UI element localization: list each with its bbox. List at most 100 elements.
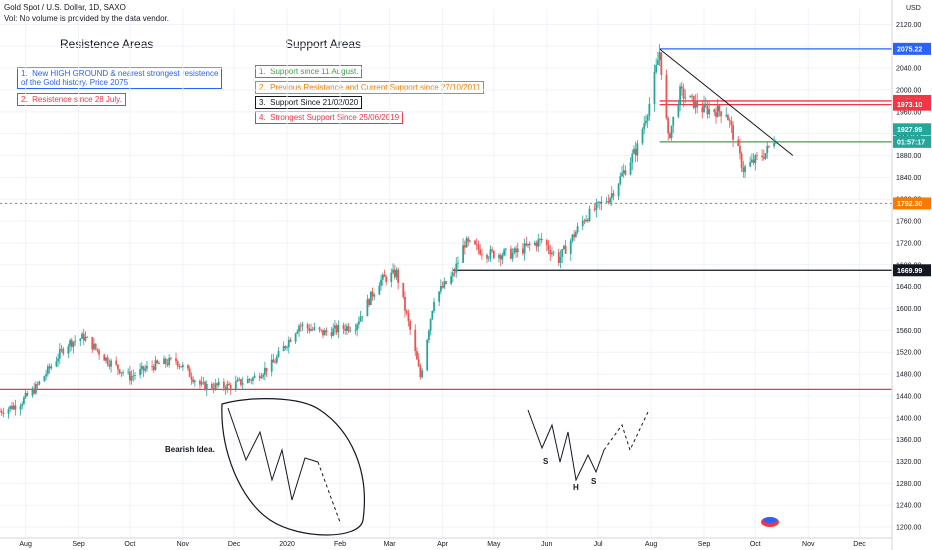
candle-body	[93, 343, 95, 350]
candle-body	[443, 281, 446, 288]
support-note-2[interactable]: 2. Previous Resistance and Current Suppo…	[255, 81, 485, 94]
candle-body	[349, 330, 352, 332]
candle-body	[694, 100, 697, 108]
resistance-note-2[interactable]: 2. Resistence since 28 July.	[17, 93, 126, 106]
candle-body	[393, 269, 396, 278]
candle-body	[253, 375, 256, 378]
time-tick-label: Apr	[437, 541, 449, 548]
price-tag-label: 01:57:17	[897, 139, 925, 146]
candle-body	[130, 375, 133, 381]
candle-body	[36, 384, 39, 385]
candle-body	[655, 64, 658, 72]
candle-body	[334, 325, 336, 329]
candle-body	[716, 105, 719, 117]
candle-body	[610, 193, 613, 199]
candle-body	[489, 249, 492, 259]
candle-body	[181, 364, 184, 368]
candle-body	[600, 201, 603, 204]
candle-body	[308, 328, 311, 331]
candle-body	[306, 324, 309, 329]
candle-body	[704, 103, 707, 107]
candle-body	[670, 125, 673, 138]
candle-body	[19, 406, 22, 410]
time-tick-label: Aug	[645, 541, 658, 548]
candle-body	[217, 381, 220, 386]
price-tag-label: 2075.22	[897, 46, 922, 53]
candle-body	[535, 242, 538, 247]
bearish-idea-label: Bearish Idea.	[165, 445, 215, 454]
bearish-idea-outline	[221, 398, 365, 536]
candle-body	[445, 281, 447, 284]
candle-body	[199, 380, 201, 385]
candle-body	[298, 325, 300, 332]
candle-body	[354, 330, 357, 331]
candle-body	[539, 238, 541, 240]
candle-body	[313, 327, 316, 330]
candle-body	[193, 380, 196, 383]
candle-body	[428, 330, 430, 340]
candle-body	[486, 254, 488, 259]
candle-body	[727, 115, 729, 121]
time-tick-label: Oct	[750, 541, 761, 548]
candle-body	[275, 356, 278, 363]
candle-body	[248, 378, 251, 380]
candle-body	[414, 329, 417, 352]
candle-body	[622, 170, 625, 174]
candle-body	[439, 285, 442, 292]
candle-body	[715, 112, 717, 117]
candle-body	[720, 111, 723, 117]
time-tick-label: Jul	[594, 541, 603, 548]
candle-body	[258, 375, 261, 379]
candle-body	[405, 310, 408, 314]
candle-body	[347, 326, 350, 331]
candle-body	[23, 397, 25, 404]
candle-body	[187, 364, 189, 369]
price-tick-label: 2040.00	[896, 66, 921, 73]
candle-body	[739, 146, 741, 154]
candle-body	[238, 379, 241, 380]
candle-body	[477, 244, 480, 250]
candle-body	[371, 291, 374, 297]
candle-body	[26, 393, 29, 396]
candle-body	[380, 279, 382, 286]
pattern-label-right-shoulder: S	[591, 477, 597, 486]
candle-body	[81, 333, 83, 339]
candle-body	[330, 332, 333, 336]
time-axis: Aug Sep Oct Nov Dec 2020 Feb Mar Apr May Jun Jul Aug…	[0, 537, 892, 548]
candle-body	[289, 339, 292, 342]
candle-body	[378, 285, 381, 295]
candle-body	[381, 274, 384, 280]
candle-body	[12, 405, 15, 410]
candle-body	[583, 220, 586, 222]
candle-body	[429, 319, 432, 331]
resistance-note-1[interactable]: 1. New HIGH GROUND & nearest strongest r…	[17, 67, 223, 89]
candle-body	[728, 120, 731, 122]
candle-body	[356, 324, 359, 331]
candle-body	[668, 133, 671, 138]
candle-body	[151, 365, 153, 367]
candle-body	[294, 333, 297, 342]
candle-body	[641, 129, 644, 144]
candle-body	[229, 385, 232, 389]
candle-body	[395, 269, 398, 278]
price-tick-label: 1320.00	[896, 459, 921, 466]
candle-body	[761, 155, 764, 157]
price-tick-label: 1880.00	[896, 153, 921, 160]
candle-body	[696, 100, 699, 108]
price-tick-label: 1520.00	[896, 350, 921, 357]
candle-body	[106, 357, 109, 365]
candle-body	[190, 376, 193, 380]
candle-body	[24, 393, 27, 398]
candle-body	[361, 316, 364, 318]
candle-body	[680, 86, 683, 89]
candle-body	[38, 381, 41, 385]
candle-body	[86, 336, 89, 338]
candle-body	[660, 52, 663, 75]
candle-body	[115, 360, 118, 365]
pattern-label-left-shoulder: S	[543, 457, 549, 466]
candle-body	[682, 88, 685, 99]
candle-body	[701, 107, 704, 113]
candle-body	[571, 234, 574, 241]
candle-body	[703, 103, 705, 113]
